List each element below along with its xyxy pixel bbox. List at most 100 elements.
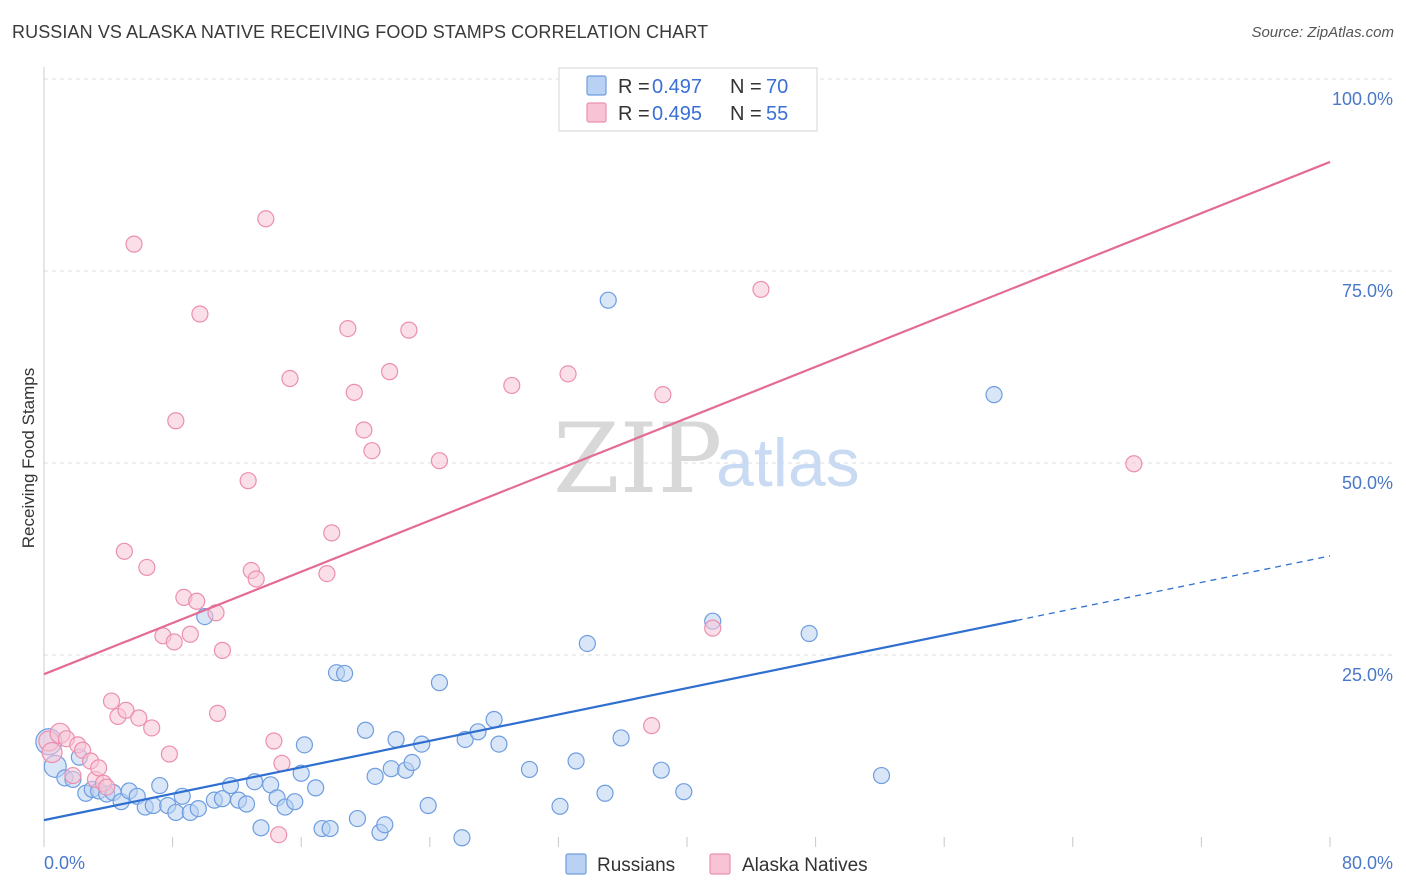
russians-point [419, 796, 437, 815]
russians-point [286, 793, 304, 811]
russians-point [520, 760, 539, 779]
russians-point [578, 634, 596, 653]
x-tick-label-max: 80.0% [1342, 853, 1393, 873]
watermark-atlas: atlas [716, 425, 860, 501]
russians-point [376, 816, 394, 834]
russians-point [295, 736, 314, 754]
alaska-point [138, 558, 156, 577]
y-axis-label: Receiving Food Stamps [19, 368, 38, 548]
alaska-point [257, 210, 275, 228]
alaska-point [430, 452, 449, 470]
russians-point [151, 776, 169, 795]
russians-point [189, 799, 207, 818]
alaska-legend-label: Alaska Natives [742, 855, 868, 876]
alaska-n-label: N = [730, 103, 762, 125]
watermark: ZIP atlas [553, 403, 860, 515]
russians-swatch [565, 853, 587, 875]
russians-point [551, 797, 569, 815]
alaska-point [265, 732, 283, 750]
alaska-swatch [709, 853, 731, 875]
alaska-point [167, 412, 185, 430]
russians-point [252, 819, 270, 837]
alaska-point [281, 369, 299, 388]
alaska-point [752, 280, 770, 299]
chart-title: RUSSIAN VS ALASKA NATIVE RECEIVING FOOD … [12, 22, 709, 42]
y-tick-label: 50.0% [1342, 473, 1393, 493]
russians-n-value: 70 [766, 76, 788, 98]
russians-point [307, 779, 325, 797]
alaska-point [643, 717, 661, 735]
alaska-point [400, 321, 418, 339]
russians-point [356, 721, 375, 739]
alaska-point [41, 741, 63, 764]
russians-r-label: R = [618, 76, 650, 98]
stats-legend: R = 0.497 N = 70 R = 0.495 N = 55 [558, 67, 818, 132]
alaska-legend-swatch [586, 102, 607, 123]
x-tick-label-min: 0.0% [44, 853, 85, 873]
alaska-point [213, 641, 232, 659]
alaska-point [339, 320, 357, 338]
russians-legend-label: Russians [597, 855, 675, 876]
alaska-trend-line [43, 160, 1331, 676]
trend-layer [43, 160, 1331, 822]
alaska-point [654, 386, 672, 404]
russians-point [403, 753, 421, 772]
russians-point [872, 766, 891, 785]
alaska-point [130, 709, 148, 727]
russians-point [490, 735, 508, 753]
russians-point [430, 674, 449, 692]
russians-points [35, 291, 1003, 847]
alaska-n-value: 55 [766, 103, 788, 125]
russians-point [382, 760, 400, 778]
russians-point [321, 819, 339, 838]
russians-point [292, 764, 310, 782]
alaska-point [102, 692, 121, 710]
alaska-point [188, 592, 206, 610]
alaska-point [239, 472, 257, 490]
russians-point [387, 730, 405, 749]
alaska-point [160, 745, 178, 763]
alaska-point [64, 766, 82, 785]
y-tick-label: 75.0% [1342, 281, 1393, 301]
alaska-point [363, 442, 381, 460]
russians-point [336, 664, 354, 683]
russians-point [675, 783, 693, 801]
alaska-point [318, 564, 336, 583]
alaska-point [273, 754, 291, 772]
alaska-point [181, 625, 199, 643]
alaska-point [247, 570, 265, 588]
watermark-zip: ZIP [553, 403, 722, 515]
y-tick-label: 100.0% [1332, 89, 1393, 109]
y-tick-label: 25.0% [1342, 665, 1393, 685]
alaska-point [98, 778, 116, 796]
alaska-points [38, 210, 1143, 844]
series-legend: Russians Alaska Natives [565, 853, 868, 876]
russians-point [453, 829, 471, 847]
russians-point [652, 761, 670, 779]
alaska-point [503, 376, 521, 395]
alaska-point [323, 524, 341, 542]
russians-r-value: 0.497 [652, 76, 702, 98]
russians-point [167, 803, 185, 822]
alaska-r-value: 0.495 [652, 103, 702, 125]
russians-n-label: N = [730, 76, 762, 98]
axis-layer: 25.0% 50.0% 75.0% 100.0% 0.0% 80.0% [43, 67, 1393, 873]
russians-point [985, 386, 1003, 404]
alaska-point [90, 759, 108, 777]
alaska-r-label: R = [618, 103, 650, 125]
alaska-point [1125, 455, 1143, 473]
alaska-point [191, 305, 209, 323]
alaska-point [117, 701, 135, 719]
alaska-point [355, 421, 373, 439]
alaska-point [143, 719, 161, 737]
alaska-point [270, 826, 288, 844]
alaska-point [381, 363, 399, 381]
source-label: Source: ZipAtlas.com [1251, 24, 1394, 41]
alaska-point [125, 235, 143, 253]
russians-point [800, 624, 818, 643]
alaska-point [209, 704, 227, 722]
russians-point [612, 729, 630, 747]
alaska-point [704, 619, 722, 637]
russians-point [366, 767, 384, 785]
